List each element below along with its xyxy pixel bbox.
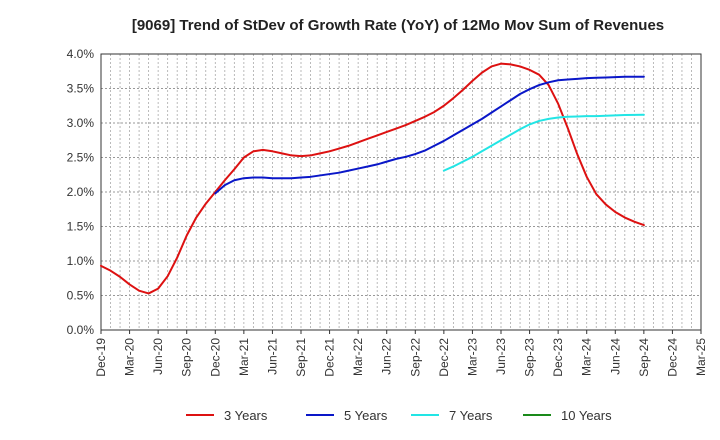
y-tick-label: 2.5% xyxy=(67,151,95,165)
y-tick-label: 0.0% xyxy=(67,323,95,337)
x-tick-label: Sep-23 xyxy=(523,338,537,377)
x-tick-label: Sep-24 xyxy=(637,338,651,377)
x-tick-label: Mar-20 xyxy=(123,338,137,376)
y-tick-label: 2.0% xyxy=(67,185,95,199)
x-tick-label: Mar-25 xyxy=(694,338,708,376)
series-line-5-years xyxy=(214,75,645,195)
x-tick-label: Dec-21 xyxy=(323,338,337,377)
x-tick-label: Dec-20 xyxy=(208,338,222,377)
x-tick-label: Sep-20 xyxy=(180,338,194,377)
legend-label: 7 Years xyxy=(449,408,493,423)
x-tick-label: Sep-21 xyxy=(294,338,308,377)
x-tick-label: Jun-24 xyxy=(608,338,622,375)
x-tick-label: Mar-21 xyxy=(237,338,251,376)
x-tick-label: Dec-19 xyxy=(94,338,108,377)
series-line-3-years xyxy=(100,62,645,295)
legend-label: 5 Years xyxy=(344,408,388,423)
grid xyxy=(101,54,701,330)
legend-label: 3 Years xyxy=(224,408,268,423)
y-tick-label: 3.0% xyxy=(67,116,95,130)
x-tick-label: Mar-23 xyxy=(465,338,479,376)
y-tick-label: 1.5% xyxy=(67,220,95,234)
y-axis: 0.0% 0.5% 1.0% 1.5% 2.0% 2.5% 3.0% 3.5% 4.0% xyxy=(67,47,95,337)
x-tick-label: Dec-24 xyxy=(665,338,679,377)
y-tick-label: 0.5% xyxy=(67,289,95,303)
x-tick-label: Dec-22 xyxy=(437,338,451,377)
x-tick-label: Jun-21 xyxy=(265,338,279,375)
x-tick-label: Dec-23 xyxy=(551,338,565,377)
x-tick-label: Mar-22 xyxy=(351,338,365,376)
x-tick-label: Sep-22 xyxy=(408,338,422,377)
y-tick-label: 3.5% xyxy=(67,82,95,96)
x-tick-label: Jun-22 xyxy=(380,338,394,375)
y-tick-label: 4.0% xyxy=(67,47,95,61)
series-lines xyxy=(100,62,645,295)
series-line-7-years xyxy=(442,113,645,172)
x-axis: Dec-19 Mar-20 Jun-20 Sep-20 Dec-20 Mar-21 Jun-… xyxy=(94,330,708,377)
x-tick-label: Mar-24 xyxy=(580,338,594,376)
x-tick-label: Jun-23 xyxy=(494,338,508,375)
plot-frame xyxy=(100,53,702,331)
x-tick-label: Jun-20 xyxy=(151,338,165,375)
legend-label: 10 Years xyxy=(561,408,612,423)
y-tick-label: 1.0% xyxy=(67,254,95,268)
chart-title: [9069] Trend of StDev of Growth Rate (Yo… xyxy=(132,17,664,34)
legend: 3 Years 5 Years 7 Years 10 Years xyxy=(186,408,612,423)
